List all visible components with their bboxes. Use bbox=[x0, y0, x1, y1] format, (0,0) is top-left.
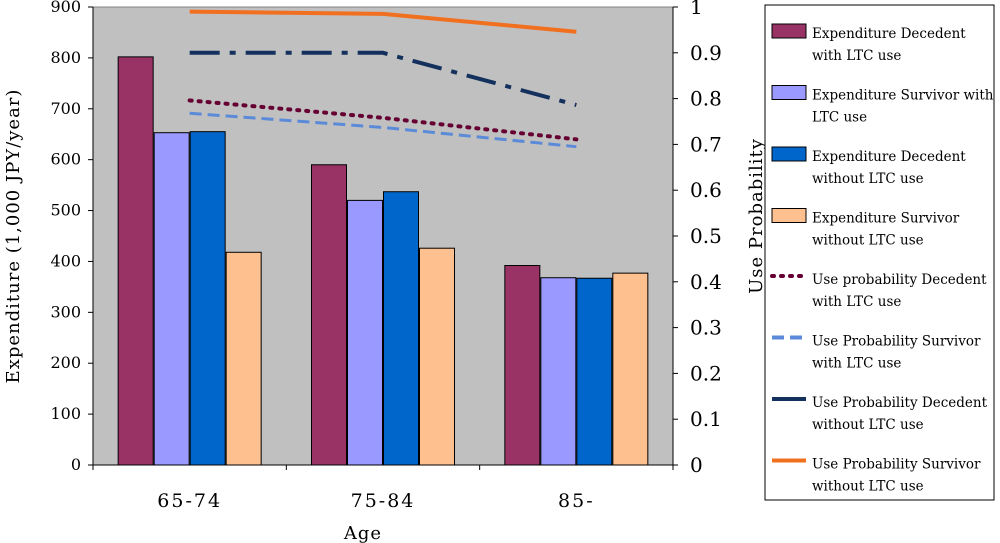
y-right-tick-label: 0.8 bbox=[690, 87, 722, 111]
bar-s2-85- bbox=[540, 277, 577, 466]
y-tick-label: 100 bbox=[50, 404, 81, 423]
legend-label: Expenditure Survivor with bbox=[812, 88, 994, 104]
x-category-label: 75-84 bbox=[351, 490, 416, 512]
line-series-1 bbox=[187, 98, 579, 142]
legend-label: with LTC use bbox=[812, 356, 901, 372]
legend-label: Expenditure Survivor bbox=[812, 211, 960, 227]
legend-label: without LTC use bbox=[812, 233, 924, 249]
legend-swatch-1 bbox=[771, 23, 807, 39]
y-right-tick-label: 0.1 bbox=[690, 407, 722, 431]
legend-label: with LTC use bbox=[812, 294, 901, 310]
legend-swatch-3 bbox=[771, 146, 807, 162]
bar-s4-85- bbox=[612, 272, 649, 466]
bar-s1-85- bbox=[504, 265, 541, 466]
bar-s4-65-74 bbox=[225, 251, 262, 466]
axes-group: 0 100 200 300 400 500 600 700 800 900 0 0.1 0.2 0.3 0.… bbox=[50, 0, 721, 512]
line-series-2 bbox=[189, 111, 577, 149]
y-right-tick-label: 1 bbox=[690, 0, 703, 19]
y-tick-label: 700 bbox=[50, 99, 81, 118]
y-right-tick-label: 0.7 bbox=[690, 132, 722, 156]
y-right-tick-label: 0.4 bbox=[690, 270, 722, 294]
y-axis-right-title: Use Probability bbox=[746, 138, 767, 294]
y-right-tick-label: 0.6 bbox=[690, 178, 722, 202]
bar-s2-75-84 bbox=[347, 199, 383, 466]
bar-s2-65-74 bbox=[153, 132, 190, 466]
y-axis-title: Expenditure (1,000 JPY/year) bbox=[3, 89, 24, 384]
legend-label: with LTC use bbox=[812, 48, 901, 64]
bar-s1-75-84 bbox=[311, 164, 347, 466]
line-series-4 bbox=[189, 9, 577, 34]
lines-group bbox=[187, 9, 579, 149]
x-category-label: 85- bbox=[558, 490, 595, 512]
legend-swatch-2 bbox=[771, 85, 807, 100]
bars-group bbox=[117, 56, 649, 466]
bar-s1-65-74 bbox=[117, 56, 154, 466]
line-series-3 bbox=[189, 50, 577, 107]
y-tick-label: 0 bbox=[71, 455, 81, 474]
y-tick-label: 900 bbox=[50, 0, 81, 16]
legend-label: Use Probability Decedent bbox=[812, 395, 988, 411]
x-category-label: 65-74 bbox=[157, 490, 222, 512]
y-tick-label: 600 bbox=[50, 150, 81, 169]
legend-label: Expenditure Decedent bbox=[812, 26, 966, 42]
y-tick-label: 200 bbox=[50, 353, 81, 372]
legend-label: Use Probability Survivor bbox=[812, 457, 981, 473]
legend-label: Expenditure Decedent bbox=[812, 149, 966, 165]
legend-label: without LTC use bbox=[812, 479, 924, 495]
legend-label: Use probability Decedent bbox=[812, 272, 987, 288]
y-right-tick-label: 0.5 bbox=[690, 224, 722, 248]
y-tick-label: 400 bbox=[50, 251, 81, 270]
legend-label: without LTC use bbox=[812, 417, 924, 433]
y-tick-label: 800 bbox=[50, 48, 81, 67]
legend-label: LTC use bbox=[812, 110, 867, 126]
bar-s4-75-84 bbox=[419, 247, 455, 466]
x-axis-title: Age bbox=[343, 523, 382, 543]
y-tick-label: 300 bbox=[50, 302, 81, 321]
y-tick-label: 500 bbox=[50, 201, 81, 220]
bar-s3-85- bbox=[576, 277, 613, 466]
legend: Expenditure Decedent with LTC use Expendit… bbox=[764, 4, 995, 501]
legend-label: Use Probability Survivor bbox=[812, 334, 981, 350]
y-right-tick-label: 0.3 bbox=[690, 316, 722, 340]
y-right-tick-label: 0.2 bbox=[690, 361, 722, 385]
y-right-tick-label: 0 bbox=[690, 453, 703, 477]
bar-s3-75-84 bbox=[383, 191, 419, 466]
y-right-tick-label: 0.9 bbox=[690, 41, 722, 65]
bar-s3-65-74 bbox=[189, 131, 226, 466]
legend-swatch-4 bbox=[771, 208, 807, 223]
legend-label: without LTC use bbox=[812, 171, 924, 187]
